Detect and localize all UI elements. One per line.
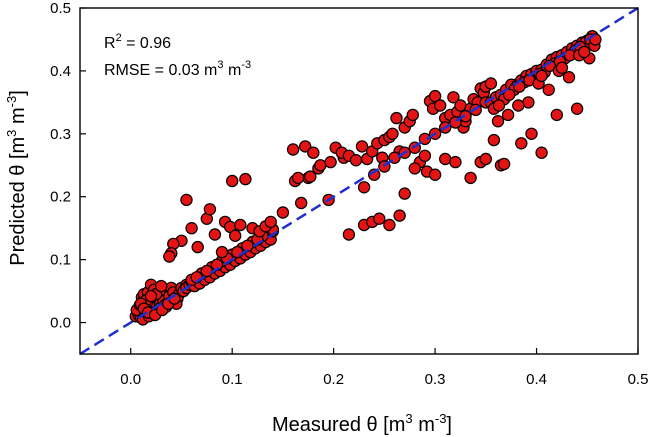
data-point bbox=[144, 289, 158, 303]
data-point bbox=[479, 152, 492, 166]
data-point bbox=[264, 215, 277, 229]
data-point bbox=[555, 61, 569, 75]
data-point bbox=[487, 133, 501, 147]
data-point bbox=[449, 155, 462, 169]
plot-frame bbox=[79, 7, 639, 355]
data-point bbox=[515, 137, 528, 150]
data-point bbox=[454, 99, 467, 112]
data-point bbox=[200, 264, 213, 278]
data-point bbox=[163, 250, 176, 263]
data-point bbox=[225, 174, 239, 188]
data-point bbox=[522, 96, 535, 109]
data-point bbox=[239, 172, 252, 186]
data-point bbox=[383, 218, 396, 232]
data-point bbox=[304, 170, 317, 183]
y-tick-label: 0.5 bbox=[50, 0, 71, 17]
one-to-one-reference-line bbox=[79, 6, 639, 356]
data-point bbox=[355, 140, 369, 153]
data-point bbox=[234, 218, 247, 232]
data-point bbox=[428, 168, 442, 181]
data-point bbox=[228, 229, 242, 242]
data-point bbox=[418, 132, 432, 146]
x-tick-label: 0.3 bbox=[425, 371, 446, 388]
data-point bbox=[393, 209, 406, 222]
y-tick-label: 0.2 bbox=[50, 189, 71, 206]
data-point bbox=[208, 228, 222, 241]
data-point bbox=[447, 91, 460, 104]
data-point bbox=[550, 108, 564, 122]
data-point bbox=[286, 143, 300, 156]
data-point bbox=[180, 193, 193, 207]
r-squared-annotation: R2 = 0.96 bbox=[104, 32, 171, 52]
data-point bbox=[295, 196, 308, 210]
data-point bbox=[291, 171, 305, 185]
data-point bbox=[390, 111, 403, 125]
data-point bbox=[491, 114, 505, 128]
data-point bbox=[434, 99, 447, 112]
data-point bbox=[570, 102, 584, 115]
data-point bbox=[215, 245, 229, 259]
data-point bbox=[357, 181, 371, 194]
data-point bbox=[542, 83, 555, 97]
x-tick-label: 0.1 bbox=[222, 371, 243, 388]
data-point bbox=[464, 171, 477, 185]
y-tick-label: 0.0 bbox=[50, 315, 71, 332]
data-point bbox=[231, 245, 244, 259]
x-tick-label: 0.0 bbox=[120, 371, 141, 388]
data-point bbox=[203, 203, 217, 216]
data-point bbox=[428, 89, 442, 103]
data-point bbox=[373, 212, 386, 225]
data-point bbox=[408, 162, 421, 175]
data-point bbox=[406, 108, 419, 122]
data-point bbox=[299, 140, 312, 153]
y-tick-label: 0.4 bbox=[50, 63, 71, 80]
y-axis-label: Predicted θ [m3 m-3] bbox=[4, 90, 29, 266]
x-axis-label: Measured θ [m3 m-3] bbox=[272, 411, 452, 436]
data-point bbox=[492, 99, 506, 112]
data-point bbox=[307, 146, 320, 159]
data-point bbox=[349, 153, 363, 167]
x-tick-label: 0.5 bbox=[628, 371, 649, 388]
y-axis-ticks: 0.0 0.1 0.2 0.3 0.4 0.5 bbox=[50, 0, 86, 332]
data-point bbox=[276, 206, 290, 219]
data-point bbox=[501, 108, 515, 122]
y-tick-label: 0.1 bbox=[50, 252, 71, 269]
data-point bbox=[512, 99, 525, 112]
rmse-annotation: RMSE = 0.03 m3 m-3 bbox=[104, 59, 251, 79]
data-point bbox=[497, 157, 511, 171]
data-point bbox=[439, 152, 452, 166]
data-point bbox=[562, 70, 576, 84]
x-tick-label: 0.2 bbox=[323, 371, 344, 388]
y-tick-label: 0.3 bbox=[50, 126, 71, 143]
data-point bbox=[525, 127, 538, 140]
data-point bbox=[191, 240, 204, 254]
data-point bbox=[578, 45, 591, 59]
data-point bbox=[503, 88, 516, 102]
data-point bbox=[185, 221, 198, 235]
data-point bbox=[398, 187, 411, 200]
data-point bbox=[314, 159, 327, 172]
data-point bbox=[418, 149, 432, 162]
data-point bbox=[535, 146, 548, 159]
data-point bbox=[484, 77, 498, 90]
data-point bbox=[324, 155, 337, 169]
data-point bbox=[154, 279, 168, 293]
data-point bbox=[342, 228, 356, 241]
data-point bbox=[386, 127, 399, 140]
x-tick-label: 0.4 bbox=[526, 371, 547, 388]
data-point bbox=[535, 69, 548, 83]
plot-area bbox=[79, 6, 639, 356]
x-axis-ticks: 0.0 0.1 0.2 0.3 0.4 0.5 bbox=[120, 348, 648, 388]
